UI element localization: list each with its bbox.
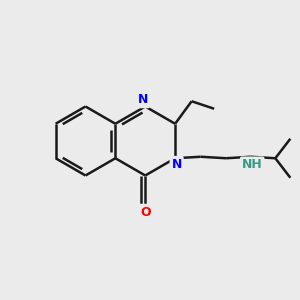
Text: N: N [138,93,148,106]
Text: N: N [171,158,182,171]
Text: O: O [140,206,151,219]
Text: NH: NH [242,158,262,171]
